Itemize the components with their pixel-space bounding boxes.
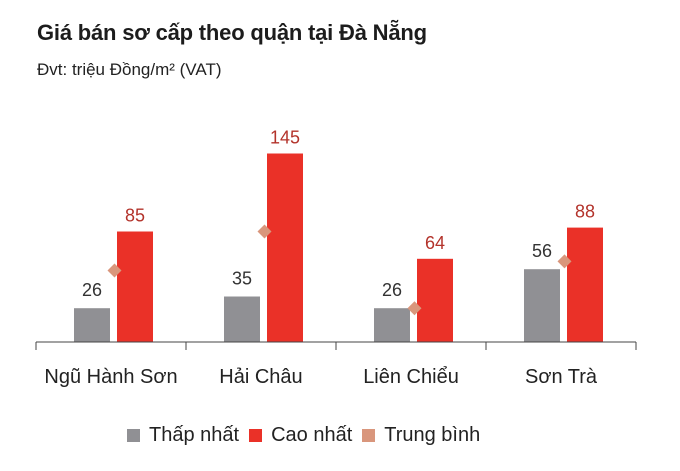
- legend-item-high: Cao nhất: [249, 424, 352, 447]
- bar-chart: 26 85 Ngũ Hành Sơn 35 145 Hải Châu 26 64 Liên Ch…: [35, 128, 637, 388]
- avg-marker-3: [557, 254, 572, 269]
- legend-item-low: Thấp nhất: [127, 424, 239, 447]
- legend-swatch-high: [249, 429, 263, 442]
- value-label-low-3: 56: [532, 241, 552, 261]
- avg-marker-0: [107, 263, 122, 278]
- value-label-high-1: 145: [270, 128, 300, 148]
- bar-low-1: [224, 296, 260, 342]
- bar-high-2: [417, 258, 453, 342]
- value-label-low-1: 35: [232, 269, 252, 289]
- value-label-low-0: 26: [82, 280, 102, 300]
- legend-item-avg: Trung bình: [362, 424, 480, 447]
- avg-marker-1: [257, 224, 272, 239]
- value-label-high-3: 88: [575, 202, 595, 222]
- bar-high-3: [567, 227, 603, 342]
- value-label-low-2: 26: [382, 280, 402, 300]
- bar-high-1: [267, 153, 303, 342]
- bar-low-3: [524, 269, 560, 342]
- avg-marker-2: [407, 301, 422, 316]
- legend-label-avg: Trung bình: [384, 424, 481, 446]
- legend-swatch-low: [127, 429, 140, 442]
- category-label-0: Ngũ Hành Sơn: [44, 366, 177, 388]
- value-label-high-0: 85: [125, 206, 145, 226]
- legend-swatch-avg: [362, 429, 376, 442]
- category-label-3: Sơn Trà: [525, 366, 598, 388]
- category-label-2: Liên Chiểu: [363, 366, 459, 388]
- value-label-high-2: 64: [425, 233, 445, 253]
- bar-high-0: [117, 231, 153, 342]
- category-label-1: Hải Châu: [219, 366, 302, 388]
- chart-subtitle: Đvt: triệu Đồng/m² (VAT): [37, 60, 222, 79]
- chart-title: Giá bán sơ cấp theo quận tại Đà Nẵng: [37, 20, 427, 45]
- chart-legend: Thấp nhất Cao nhất Trung bình: [127, 424, 490, 447]
- bar-low-0: [74, 308, 110, 342]
- legend-label-high: Cao nhất: [271, 424, 353, 446]
- bar-low-2: [374, 308, 410, 342]
- legend-label-low: Thấp nhất: [149, 424, 240, 446]
